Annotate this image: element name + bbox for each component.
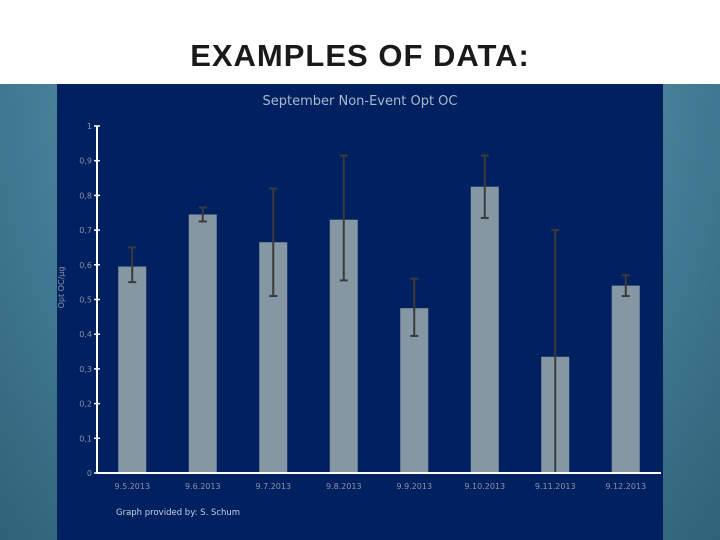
x-tick-label-8: 9.12.2013 <box>605 482 646 491</box>
bar-chart: 0 0,1 0,2 0,3 0,4 0,5 0,6 0,7 0,8 0,9 1 9.5.2013 9.6… <box>57 122 661 491</box>
x-tick-label-3: 9.7.2013 <box>255 482 291 491</box>
bar-8 <box>611 285 640 473</box>
y-tick-label-1: 0,1 <box>79 434 92 443</box>
slide-title: EXAMPLES OF DATA: <box>190 38 530 73</box>
x-tick-label-1: 9.5.2013 <box>114 482 150 491</box>
y-axis-title: Opt OC/µg <box>57 267 66 309</box>
y-tick-label-9: 0,9 <box>79 157 92 166</box>
x-tick-label-2: 9.6.2013 <box>185 482 221 491</box>
x-tick-label-7: 9.11.2013 <box>535 482 576 491</box>
y-tick-label-0: 0 <box>87 469 92 478</box>
x-tick-label-4: 9.8.2013 <box>326 482 362 491</box>
y-tick-label-6: 0,6 <box>79 261 92 270</box>
slide-title-bar: EXAMPLES OF DATA: <box>0 0 720 84</box>
y-tick-label-3: 0,3 <box>79 365 92 374</box>
chart-title: September Non-Event Opt OC <box>262 94 458 109</box>
y-tick-label-7: 0,7 <box>79 226 92 235</box>
bar-1 <box>118 266 147 473</box>
y-tick-label-5: 0,5 <box>79 296 92 305</box>
y-tick-label-10: 1 <box>87 122 92 131</box>
y-tick-label-4: 0,4 <box>79 330 92 339</box>
x-tick-label-6: 9.10.2013 <box>464 482 505 491</box>
y-tick-label-2: 0,2 <box>79 400 92 409</box>
y-tick-label-8: 0,8 <box>79 191 92 200</box>
chart-panel: September Non-Event Opt OC 0 0,1 0,2 0,3 0,4… <box>57 84 663 540</box>
graph-credit: Graph provided by: S. Schum <box>116 508 241 518</box>
x-tick-label-5: 9.9.2013 <box>396 482 432 491</box>
bar-2 <box>188 214 217 474</box>
bar-6 <box>470 186 499 473</box>
